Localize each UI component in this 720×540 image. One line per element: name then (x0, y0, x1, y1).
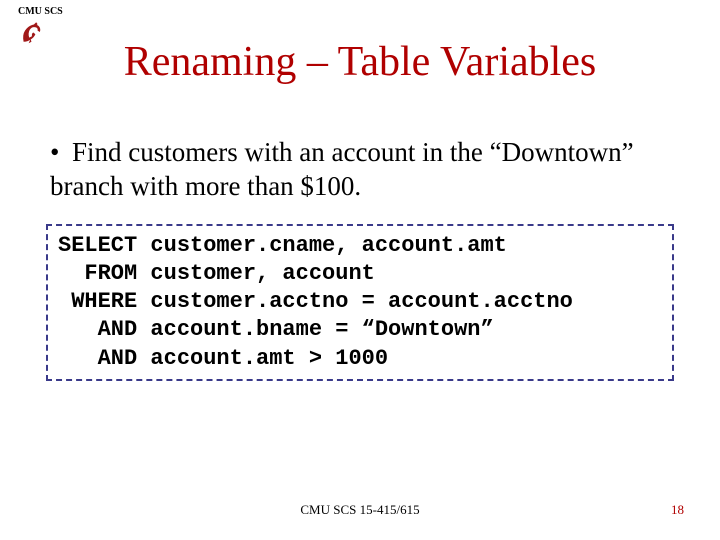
header-label: CMU SCS (18, 6, 63, 17)
code-line: AND account.amt > 1000 (58, 346, 388, 371)
code-line: SELECT customer.cname, account.amt (58, 233, 507, 258)
bullet-marker: • (50, 136, 72, 170)
code-line: FROM customer, account (58, 261, 375, 286)
header: CMU SCS (18, 6, 63, 17)
bullet-content: Find customers with an account in the “D… (50, 137, 634, 201)
footer-page-number: 18 (671, 502, 684, 518)
code-line: AND account.bname = “Downtown” (58, 317, 494, 342)
sql-code-block: SELECT customer.cname, account.amt FROM … (46, 224, 674, 381)
footer-course-label: CMU SCS 15-415/615 (0, 502, 720, 518)
code-line: WHERE customer.acctno = account.acctno (58, 289, 573, 314)
bullet-item: •Find customers with an account in the “… (50, 136, 670, 204)
slide-title: Renaming – Table Variables (0, 38, 720, 86)
